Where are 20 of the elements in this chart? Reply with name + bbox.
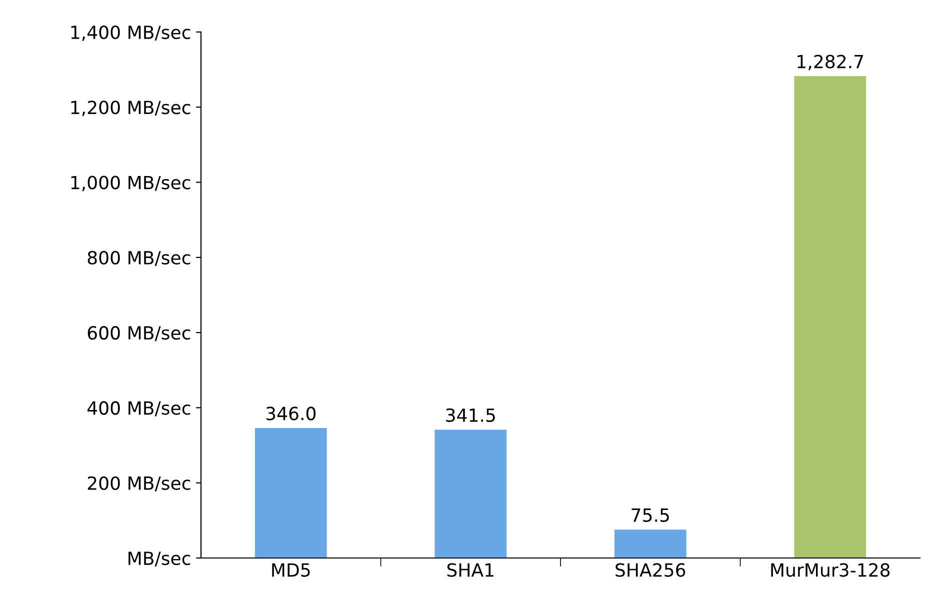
y-tick-label: 200 MB/sec bbox=[88, 476, 190, 492]
bar bbox=[794, 76, 866, 558]
x-tick-label: SHA1 bbox=[447, 563, 494, 577]
y-tick-label: 1,400 MB/sec bbox=[71, 25, 190, 41]
y-tick-label: 1,000 MB/sec bbox=[71, 176, 190, 192]
data-label: 341.5 bbox=[446, 408, 495, 422]
x-tick-label: SHA256 bbox=[616, 563, 686, 577]
bar bbox=[614, 530, 686, 558]
data-label: 346.0 bbox=[266, 406, 316, 420]
bar bbox=[254, 428, 327, 558]
y-tick-label: 800 MB/sec bbox=[88, 250, 190, 266]
bar bbox=[434, 430, 507, 558]
y-tick-label: MB/sec bbox=[128, 552, 190, 567]
data-label: 1,282.7 bbox=[798, 54, 864, 70]
data-label: 75.5 bbox=[632, 508, 669, 522]
x-tick-label: MD5 bbox=[272, 563, 310, 577]
y-tick-label: 600 MB/sec bbox=[88, 326, 190, 342]
y-tick-label: 400 MB/sec bbox=[87, 401, 190, 416]
x-tick-label: MurMur3-128 bbox=[771, 563, 890, 577]
y-tick-label: 1,200 MB/sec bbox=[71, 100, 190, 116]
